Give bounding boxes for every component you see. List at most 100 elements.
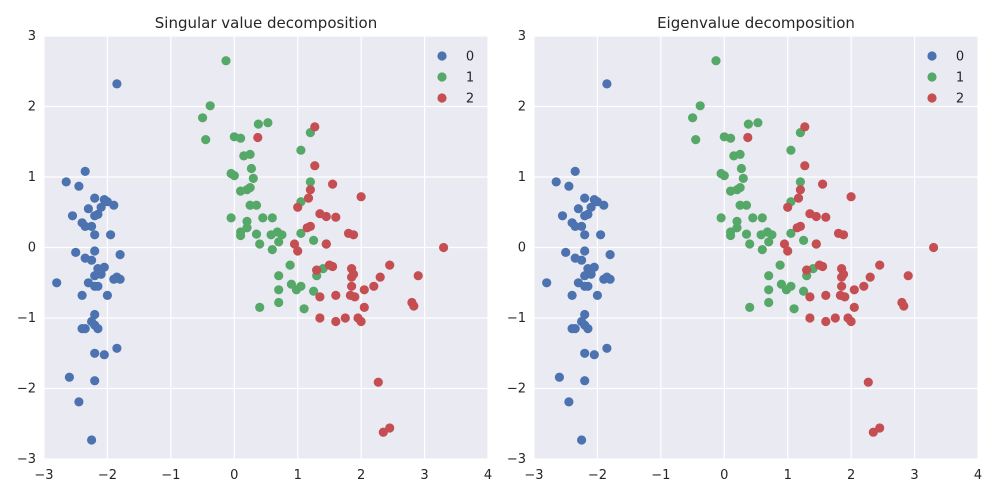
legend-marker	[437, 72, 447, 82]
x-tick-label: −2	[588, 468, 607, 483]
data-point	[115, 274, 125, 284]
data-point	[592, 290, 603, 300]
data-point	[875, 423, 885, 433]
data-point	[305, 185, 315, 195]
data-point	[580, 230, 590, 240]
data-point	[328, 179, 338, 189]
data-point	[385, 260, 395, 270]
data-point	[439, 242, 449, 253]
data-point	[830, 313, 840, 323]
data-point	[602, 343, 612, 353]
data-point	[795, 185, 806, 195]
data-point	[783, 246, 793, 256]
data-point	[716, 213, 726, 223]
y-tick-label: 2	[518, 100, 526, 115]
data-point	[309, 286, 319, 296]
data-point	[748, 213, 758, 223]
data-point	[741, 200, 752, 210]
y-tick-label: 0	[518, 241, 526, 256]
data-point	[77, 324, 87, 334]
x-tick-label: 4	[484, 468, 492, 483]
legend-label: 1	[466, 71, 474, 86]
legend-marker	[437, 51, 447, 61]
data-point	[347, 281, 357, 291]
data-point	[738, 173, 748, 183]
data-point	[93, 281, 103, 291]
data-point	[719, 171, 729, 181]
data-point	[596, 230, 606, 240]
data-point	[303, 193, 314, 203]
data-point	[90, 246, 100, 256]
data-point	[899, 301, 909, 311]
y-tick-label: −2	[17, 382, 36, 397]
data-point	[577, 435, 587, 445]
data-point	[74, 181, 84, 191]
x-tick-label: 0	[230, 468, 238, 483]
data-point	[743, 132, 753, 143]
chart-title: Singular value decomposition	[155, 14, 377, 32]
data-point	[201, 135, 211, 145]
data-point	[764, 285, 774, 295]
legend-marker	[437, 93, 447, 103]
data-point	[775, 260, 785, 270]
x-tick-label: −1	[161, 468, 180, 483]
data-point	[347, 272, 357, 282]
data-point	[315, 313, 325, 323]
data-point	[577, 221, 587, 231]
data-point	[71, 247, 81, 257]
data-point	[315, 292, 325, 302]
y-tick-label: −3	[17, 452, 36, 467]
y-tick-label: −2	[507, 382, 526, 397]
data-point	[564, 181, 574, 191]
data-point	[369, 281, 379, 291]
data-point	[840, 292, 850, 302]
data-point	[90, 376, 100, 386]
x-tick-label: −3	[524, 468, 543, 483]
data-point	[305, 177, 315, 187]
data-point	[74, 397, 84, 407]
y-tick-label: −1	[17, 311, 36, 326]
data-point	[221, 56, 231, 66]
x-tick-label: −3	[34, 468, 53, 483]
data-point	[863, 377, 873, 387]
data-point	[277, 230, 287, 240]
data-point	[348, 230, 359, 240]
data-point	[385, 423, 395, 433]
y-tick-label: 1	[28, 170, 36, 185]
x-tick-label: 1	[294, 468, 302, 483]
legend-label: 1	[956, 71, 964, 86]
data-point	[800, 161, 810, 171]
data-point	[302, 223, 312, 233]
data-point	[865, 272, 875, 282]
series-1	[198, 56, 331, 314]
data-point	[321, 239, 331, 249]
data-point	[570, 221, 580, 231]
data-point	[837, 272, 847, 282]
data-point	[929, 242, 939, 253]
data-point	[245, 149, 255, 159]
data-point	[821, 316, 831, 327]
data-point	[90, 230, 100, 240]
data-point	[356, 192, 366, 202]
data-point	[580, 246, 590, 256]
data-point	[818, 179, 828, 189]
legend-marker	[927, 93, 937, 103]
data-point	[90, 193, 100, 203]
data-point	[253, 132, 263, 143]
data-point	[310, 122, 320, 132]
legend-label: 0	[956, 50, 964, 65]
data-point	[821, 212, 831, 222]
data-point	[786, 145, 796, 155]
data-point	[289, 239, 300, 249]
data-point	[285, 260, 295, 270]
data-point	[589, 350, 599, 360]
series-0	[542, 79, 615, 445]
data-point	[291, 285, 301, 295]
data-point	[359, 302, 369, 312]
x-tick-label: 3	[420, 468, 428, 483]
data-point	[246, 163, 256, 174]
data-point	[112, 79, 122, 89]
data-point	[570, 166, 580, 176]
data-point	[274, 271, 284, 281]
